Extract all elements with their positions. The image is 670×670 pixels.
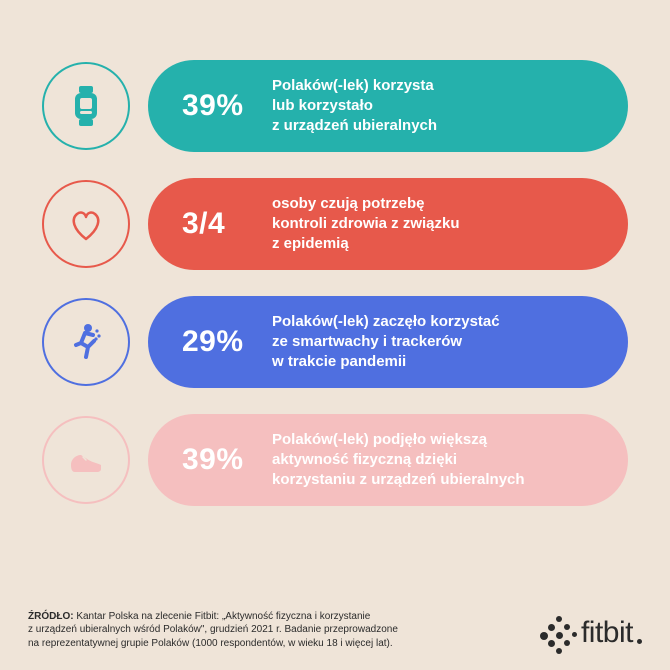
footer: ŹRÓDŁO: Kantar Polska na zlecenie Fitbit… bbox=[28, 610, 642, 651]
stat-pill: 29%Polaków(-lek) zaczęło korzystaćze sma… bbox=[148, 296, 628, 388]
stat-value: 39% bbox=[182, 443, 272, 477]
stat-description: Polaków(-lek) zaczęło korzystaćze smartw… bbox=[272, 312, 500, 373]
stat-row: 39%Polaków(-lek) podjęło większąaktywnoś… bbox=[42, 414, 628, 506]
brand-wordmark: fitbit bbox=[581, 616, 633, 650]
stat-description: Polaków(-lek) korzystalub korzystałoz ur… bbox=[272, 76, 437, 137]
brand-dot bbox=[637, 639, 642, 644]
shoe-icon bbox=[42, 416, 130, 504]
watch-icon bbox=[42, 62, 130, 150]
stat-value: 29% bbox=[182, 325, 272, 359]
stat-row: 29%Polaków(-lek) zaczęło korzystaćze sma… bbox=[42, 296, 628, 388]
source-body: Kantar Polska na zlecenie Fitbit: „Aktyw… bbox=[28, 611, 398, 649]
stat-pill: 3/4osoby czują potrzebękontroli zdrowia … bbox=[148, 178, 628, 270]
stat-description: osoby czują potrzebękontroli zdrowia z z… bbox=[272, 194, 460, 255]
infographic-canvas: 39%Polaków(-lek) korzystalub korzystałoz… bbox=[0, 0, 670, 670]
brand-logo: fitbit bbox=[539, 616, 642, 650]
stat-row: 39%Polaków(-lek) korzystalub korzystałoz… bbox=[42, 60, 628, 152]
fitbit-dots-icon bbox=[539, 616, 573, 650]
stat-pill: 39%Polaków(-lek) podjęło większąaktywnoś… bbox=[148, 414, 628, 506]
stat-pill: 39%Polaków(-lek) korzystalub korzystałoz… bbox=[148, 60, 628, 152]
stat-row: 3/4osoby czują potrzebękontroli zdrowia … bbox=[42, 178, 628, 270]
stat-description: Polaków(-lek) podjęło większąaktywność f… bbox=[272, 430, 525, 491]
heart-icon bbox=[42, 180, 130, 268]
stat-value: 39% bbox=[182, 89, 272, 123]
source-label: ŹRÓDŁO: bbox=[28, 611, 74, 622]
runner-icon bbox=[42, 298, 130, 386]
stat-value: 3/4 bbox=[182, 207, 272, 241]
source-text: ŹRÓDŁO: Kantar Polska na zlecenie Fitbit… bbox=[28, 610, 398, 651]
